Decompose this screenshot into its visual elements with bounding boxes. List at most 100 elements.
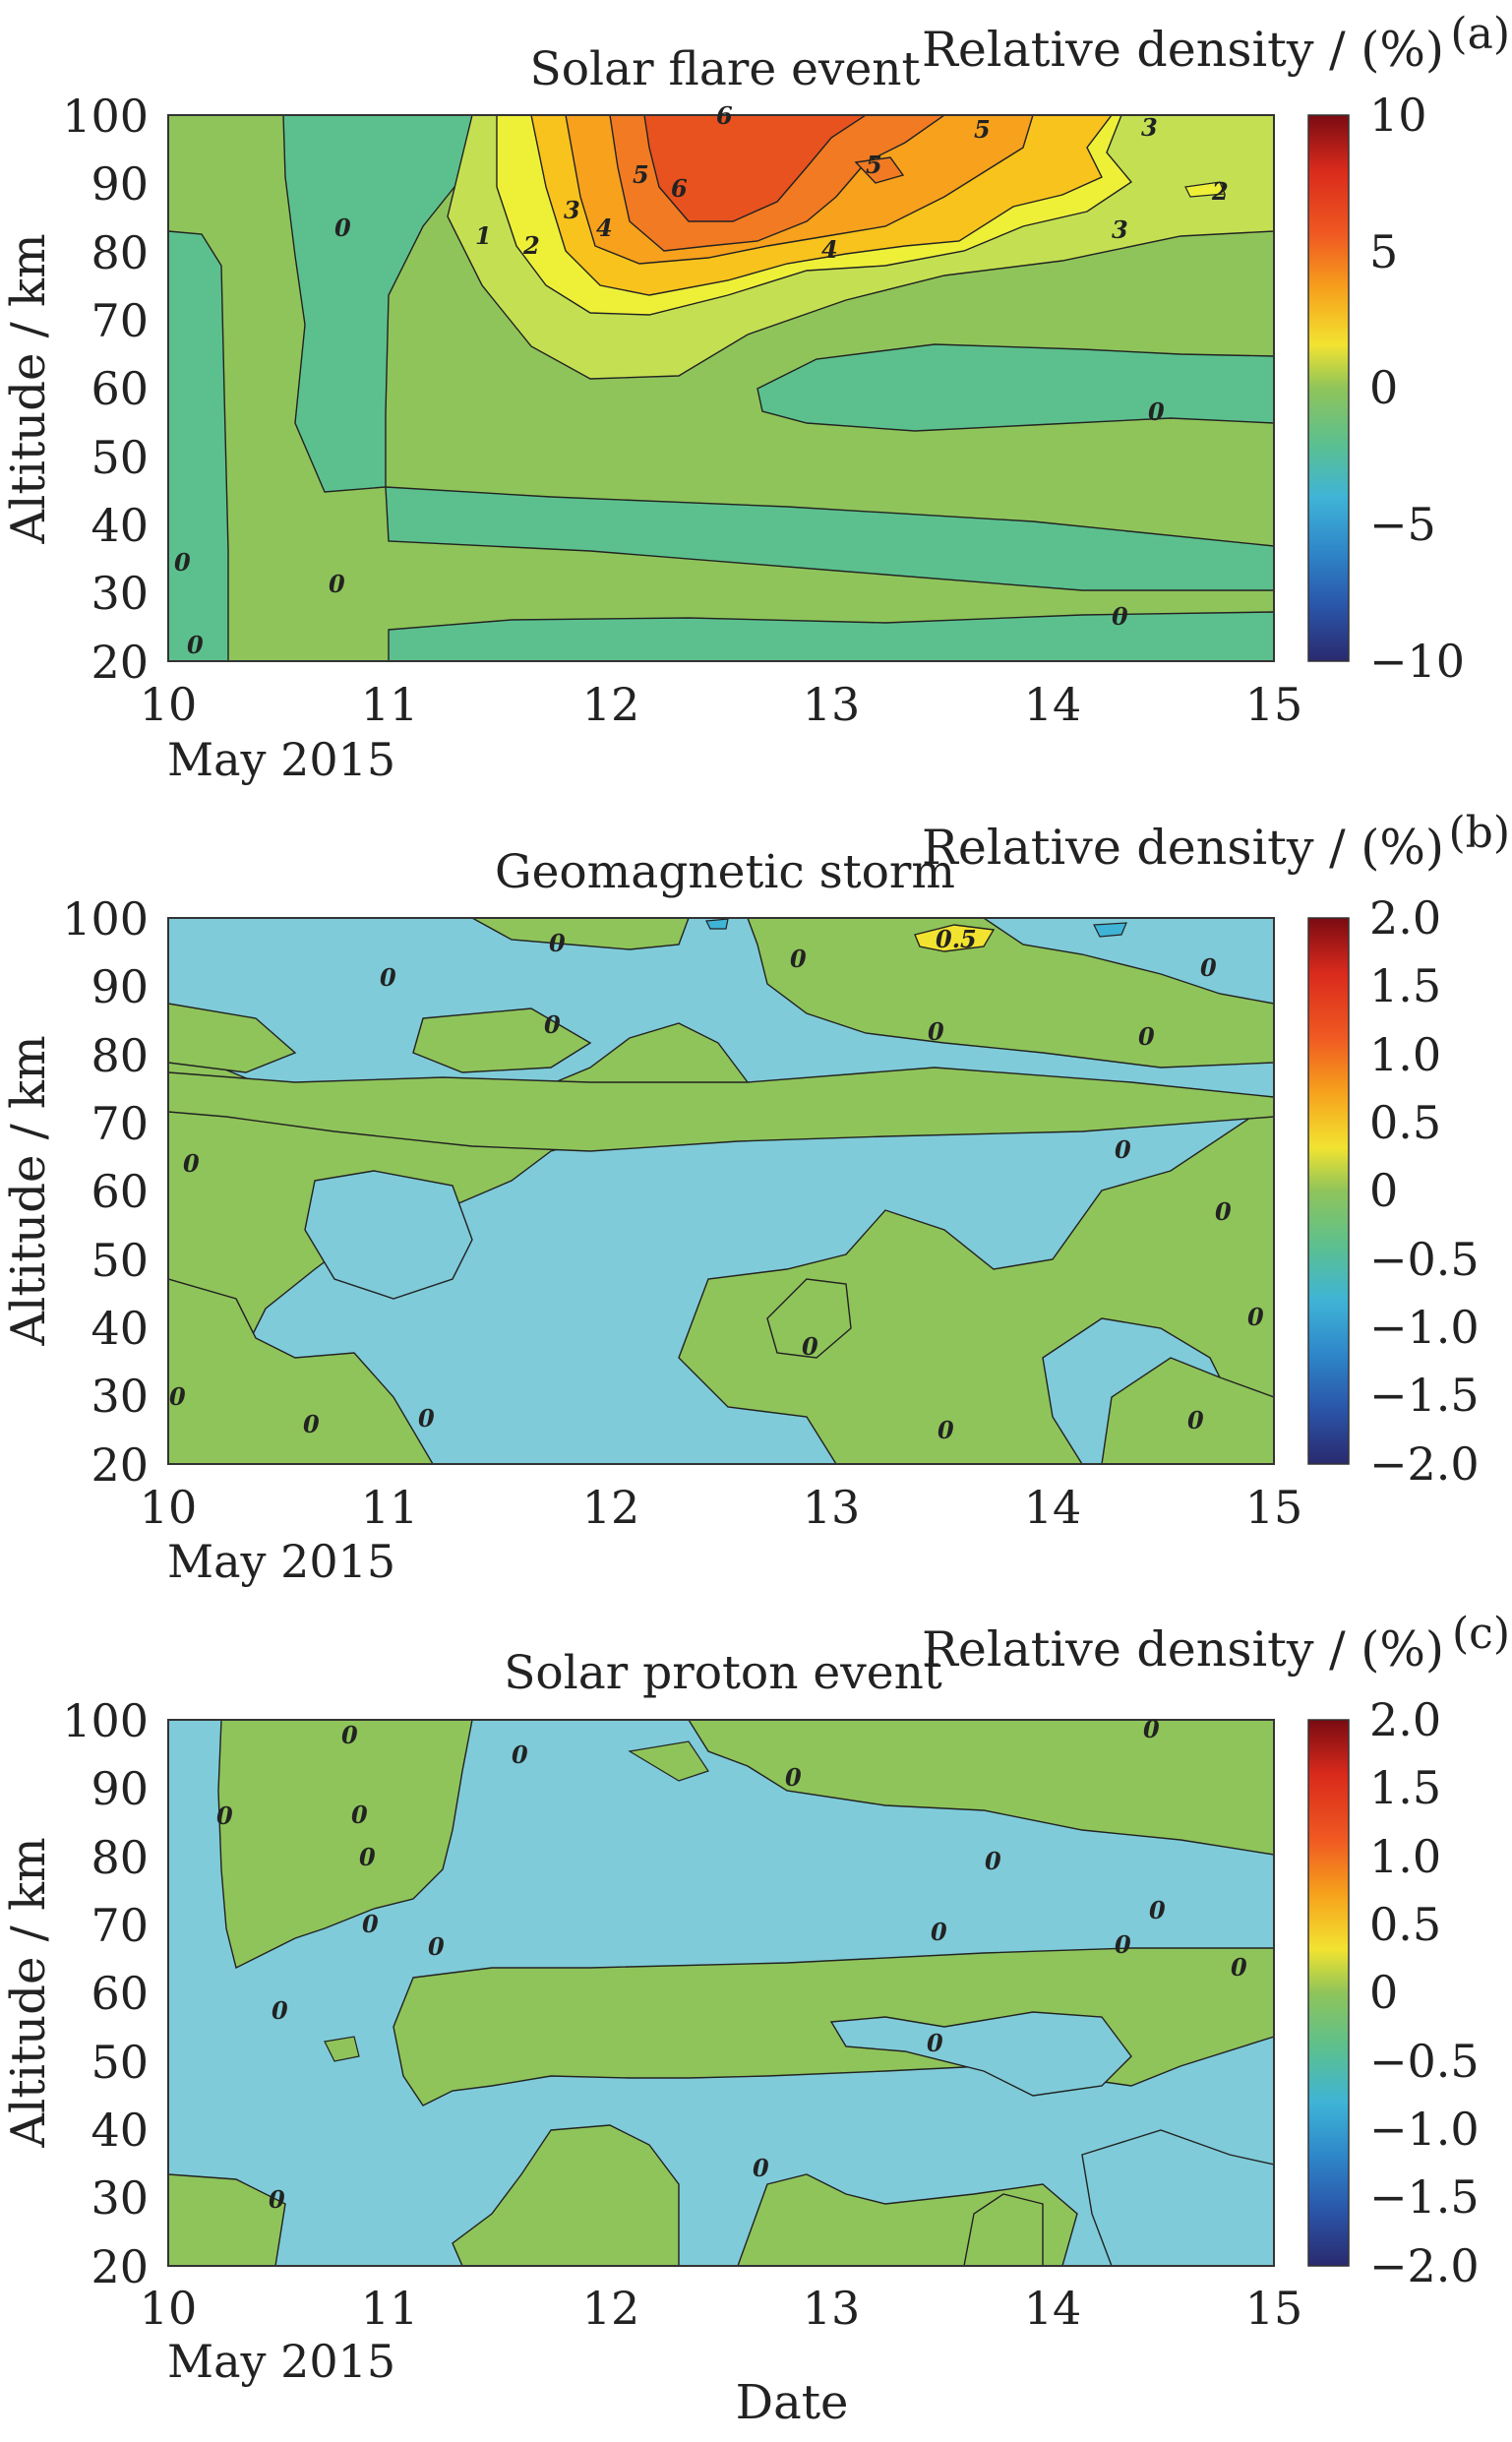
- panel-b-contour-labels: 0.5 0 0 0 0 0 0 0 0 0 0 0 0 0 0 0 0 0: [169, 925, 1264, 1444]
- contour-label: 0: [1247, 1303, 1264, 1331]
- y-tick-label: 70: [91, 1097, 149, 1150]
- colorbar-tick-label: 0: [1369, 361, 1398, 414]
- panel-solar-proton: 0 0 0 0 0 0 0 0 0 0 0 0 0 0 0 0 0 0 100 …: [1, 1609, 1510, 2388]
- panel-a-x-ticks: 10 11 12 13 14 15: [140, 678, 1303, 731]
- contour-label: 0: [753, 2154, 769, 2182]
- y-tick-label: 70: [91, 1899, 149, 1952]
- contour-label: 0: [428, 1932, 445, 1961]
- panel-c-green-top-right: [688, 1720, 1274, 1856]
- y-tick-label: 100: [62, 1694, 149, 1747]
- contour-label: 0: [362, 1910, 379, 1938]
- contour-label: 3: [1141, 113, 1158, 142]
- y-tick-label: 20: [91, 1438, 149, 1492]
- colorbar-tick-label: 1.5: [1369, 1761, 1441, 1814]
- panel-label: (b): [1449, 808, 1511, 858]
- panel-b-field: [168, 918, 1274, 1464]
- x-tick-label: 14: [1024, 678, 1082, 731]
- contour-label: 5: [866, 151, 882, 179]
- panel-a-y-ticks: 100 90 80 70 60 50 40 30 20: [62, 90, 149, 689]
- contour-label: 0: [1200, 953, 1217, 982]
- panel-a-contour-labels: 6 5 6 5 5 4 4 3 3 3 2 2 1 0 0 0 0 0 0: [174, 101, 1229, 659]
- colorbar-a-ticks: 10 5 0 −5 −10: [1369, 89, 1465, 688]
- contour-label: 0: [1187, 1406, 1204, 1435]
- panel-c-green-island: [963, 2193, 1044, 2266]
- panel-b-blue-island-left: [304, 1170, 473, 1300]
- panel-c-green-upper: [217, 1720, 473, 1970]
- x-tick-label: 15: [1245, 2282, 1303, 2335]
- panel-c-x-ticks: 10 11 12 13 14 15: [140, 2282, 1303, 2335]
- x-tick-label: 13: [803, 2282, 861, 2335]
- contour-label: 0: [169, 1382, 186, 1411]
- colorbar-tick-label: −10: [1369, 635, 1465, 688]
- contour-label: 0: [1231, 1953, 1247, 1982]
- panel-a-zero-band-low: [388, 611, 1274, 661]
- panel-c-contour-labels: 0 0 0 0 0 0 0 0 0 0 0 0 0 0 0 0 0 0: [216, 1715, 1247, 2214]
- panel-b-negative-dot: [705, 918, 729, 930]
- colorbar-tick-label: 1.0: [1369, 1028, 1441, 1081]
- contour-label: 0: [802, 1332, 818, 1361]
- colorbar-title: Relative density / (%): [922, 1621, 1444, 1678]
- colorbar-tick-label: −2.0: [1369, 1437, 1480, 1491]
- x-axis-label: Date: [736, 2375, 849, 2430]
- contour-label: 4: [821, 235, 838, 264]
- contour-label: 0: [928, 1017, 944, 1046]
- y-tick-label: 100: [62, 892, 149, 946]
- panel-geomagnetic-storm: 0.5 0 0 0 0 0 0 0 0 0 0 0 0 0 0 0 0 0 10…: [1, 808, 1510, 1588]
- y-tick-label: 40: [91, 2104, 149, 2157]
- panel-a-zero-band-mid: [385, 486, 1274, 591]
- y-tick-label: 20: [91, 2240, 149, 2293]
- contour-label: 0: [549, 929, 566, 957]
- x-tick-label: 10: [140, 678, 198, 731]
- contour-label: 0: [359, 1843, 376, 1871]
- x-tick-label: 10: [140, 1481, 198, 1534]
- colorbar-tick-label: −1.0: [1369, 1301, 1480, 1354]
- colorbar-tick-label: −5: [1369, 498, 1436, 551]
- y-tick-label: 70: [91, 294, 149, 347]
- y-tick-label: 60: [91, 1165, 149, 1218]
- y-tick-label: 90: [91, 1762, 149, 1815]
- panel-c-y-ticks: 100 90 80 70 60 50 40 30 20: [62, 1694, 149, 2293]
- contour-label: 0: [216, 1801, 233, 1830]
- panel-a-zero-lobe: [756, 343, 1274, 432]
- y-tick-label: 30: [91, 567, 149, 620]
- panel-title: Solar flare event: [530, 42, 921, 96]
- contour-label: 0: [351, 1801, 368, 1829]
- x-tick-label: 12: [582, 1481, 640, 1534]
- panel-b-y-ticks: 100 90 80 70 60 50 40 30 20: [62, 892, 149, 1492]
- contour-label: 0: [380, 963, 396, 992]
- contour-label: 2: [522, 231, 540, 260]
- contour-label: 0: [187, 631, 204, 659]
- panel-b-green-top: [471, 918, 690, 950]
- x-date-sublabel: May 2015: [167, 733, 395, 786]
- contour-label: 5: [974, 115, 991, 144]
- contour-label: 0: [183, 1149, 200, 1178]
- x-tick-label: 15: [1245, 678, 1303, 731]
- contour-label: 0: [1115, 1930, 1131, 1959]
- panel-c-field: [168, 1720, 1274, 2266]
- panel-a-zero-band-left: [168, 230, 229, 661]
- panel-b-x-ticks: 10 11 12 13 14 15: [140, 1481, 1303, 1534]
- y-tick-label: 50: [91, 1234, 149, 1287]
- panel-c-green-small-2: [628, 1740, 709, 1782]
- panel-a-tiny-island: [1184, 181, 1226, 198]
- panel-a-field: [168, 115, 1274, 661]
- colorbar-c: [1307, 1719, 1350, 2267]
- contour-label: 3: [564, 196, 580, 224]
- panel-b-positive-cell: [914, 924, 996, 952]
- colorbar-tick-label: −1.5: [1369, 1369, 1480, 1422]
- panel-b-green-band-mid: [412, 1007, 592, 1073]
- panel-b-green-band-upper: [168, 1003, 297, 1073]
- contour-label: 1: [475, 221, 492, 250]
- contour-label: 0: [418, 1404, 435, 1433]
- contour-label: 0: [1215, 1197, 1232, 1226]
- y-axis-label: Altitude / km: [1, 1035, 56, 1346]
- x-tick-label: 10: [140, 2282, 198, 2335]
- x-tick-label: 13: [803, 678, 861, 731]
- colorbar-c-ticks: 2.0 1.5 1.0 0.5 0 −0.5 −1.0 −1.5 −2.0: [1369, 1693, 1480, 2292]
- x-tick-label: 15: [1245, 1481, 1303, 1534]
- contour-label: 0: [1138, 1022, 1155, 1051]
- colorbar-title: Relative density / (%): [922, 820, 1444, 876]
- contour-label: 0: [985, 1847, 1001, 1875]
- x-tick-label: 14: [1024, 2282, 1082, 2335]
